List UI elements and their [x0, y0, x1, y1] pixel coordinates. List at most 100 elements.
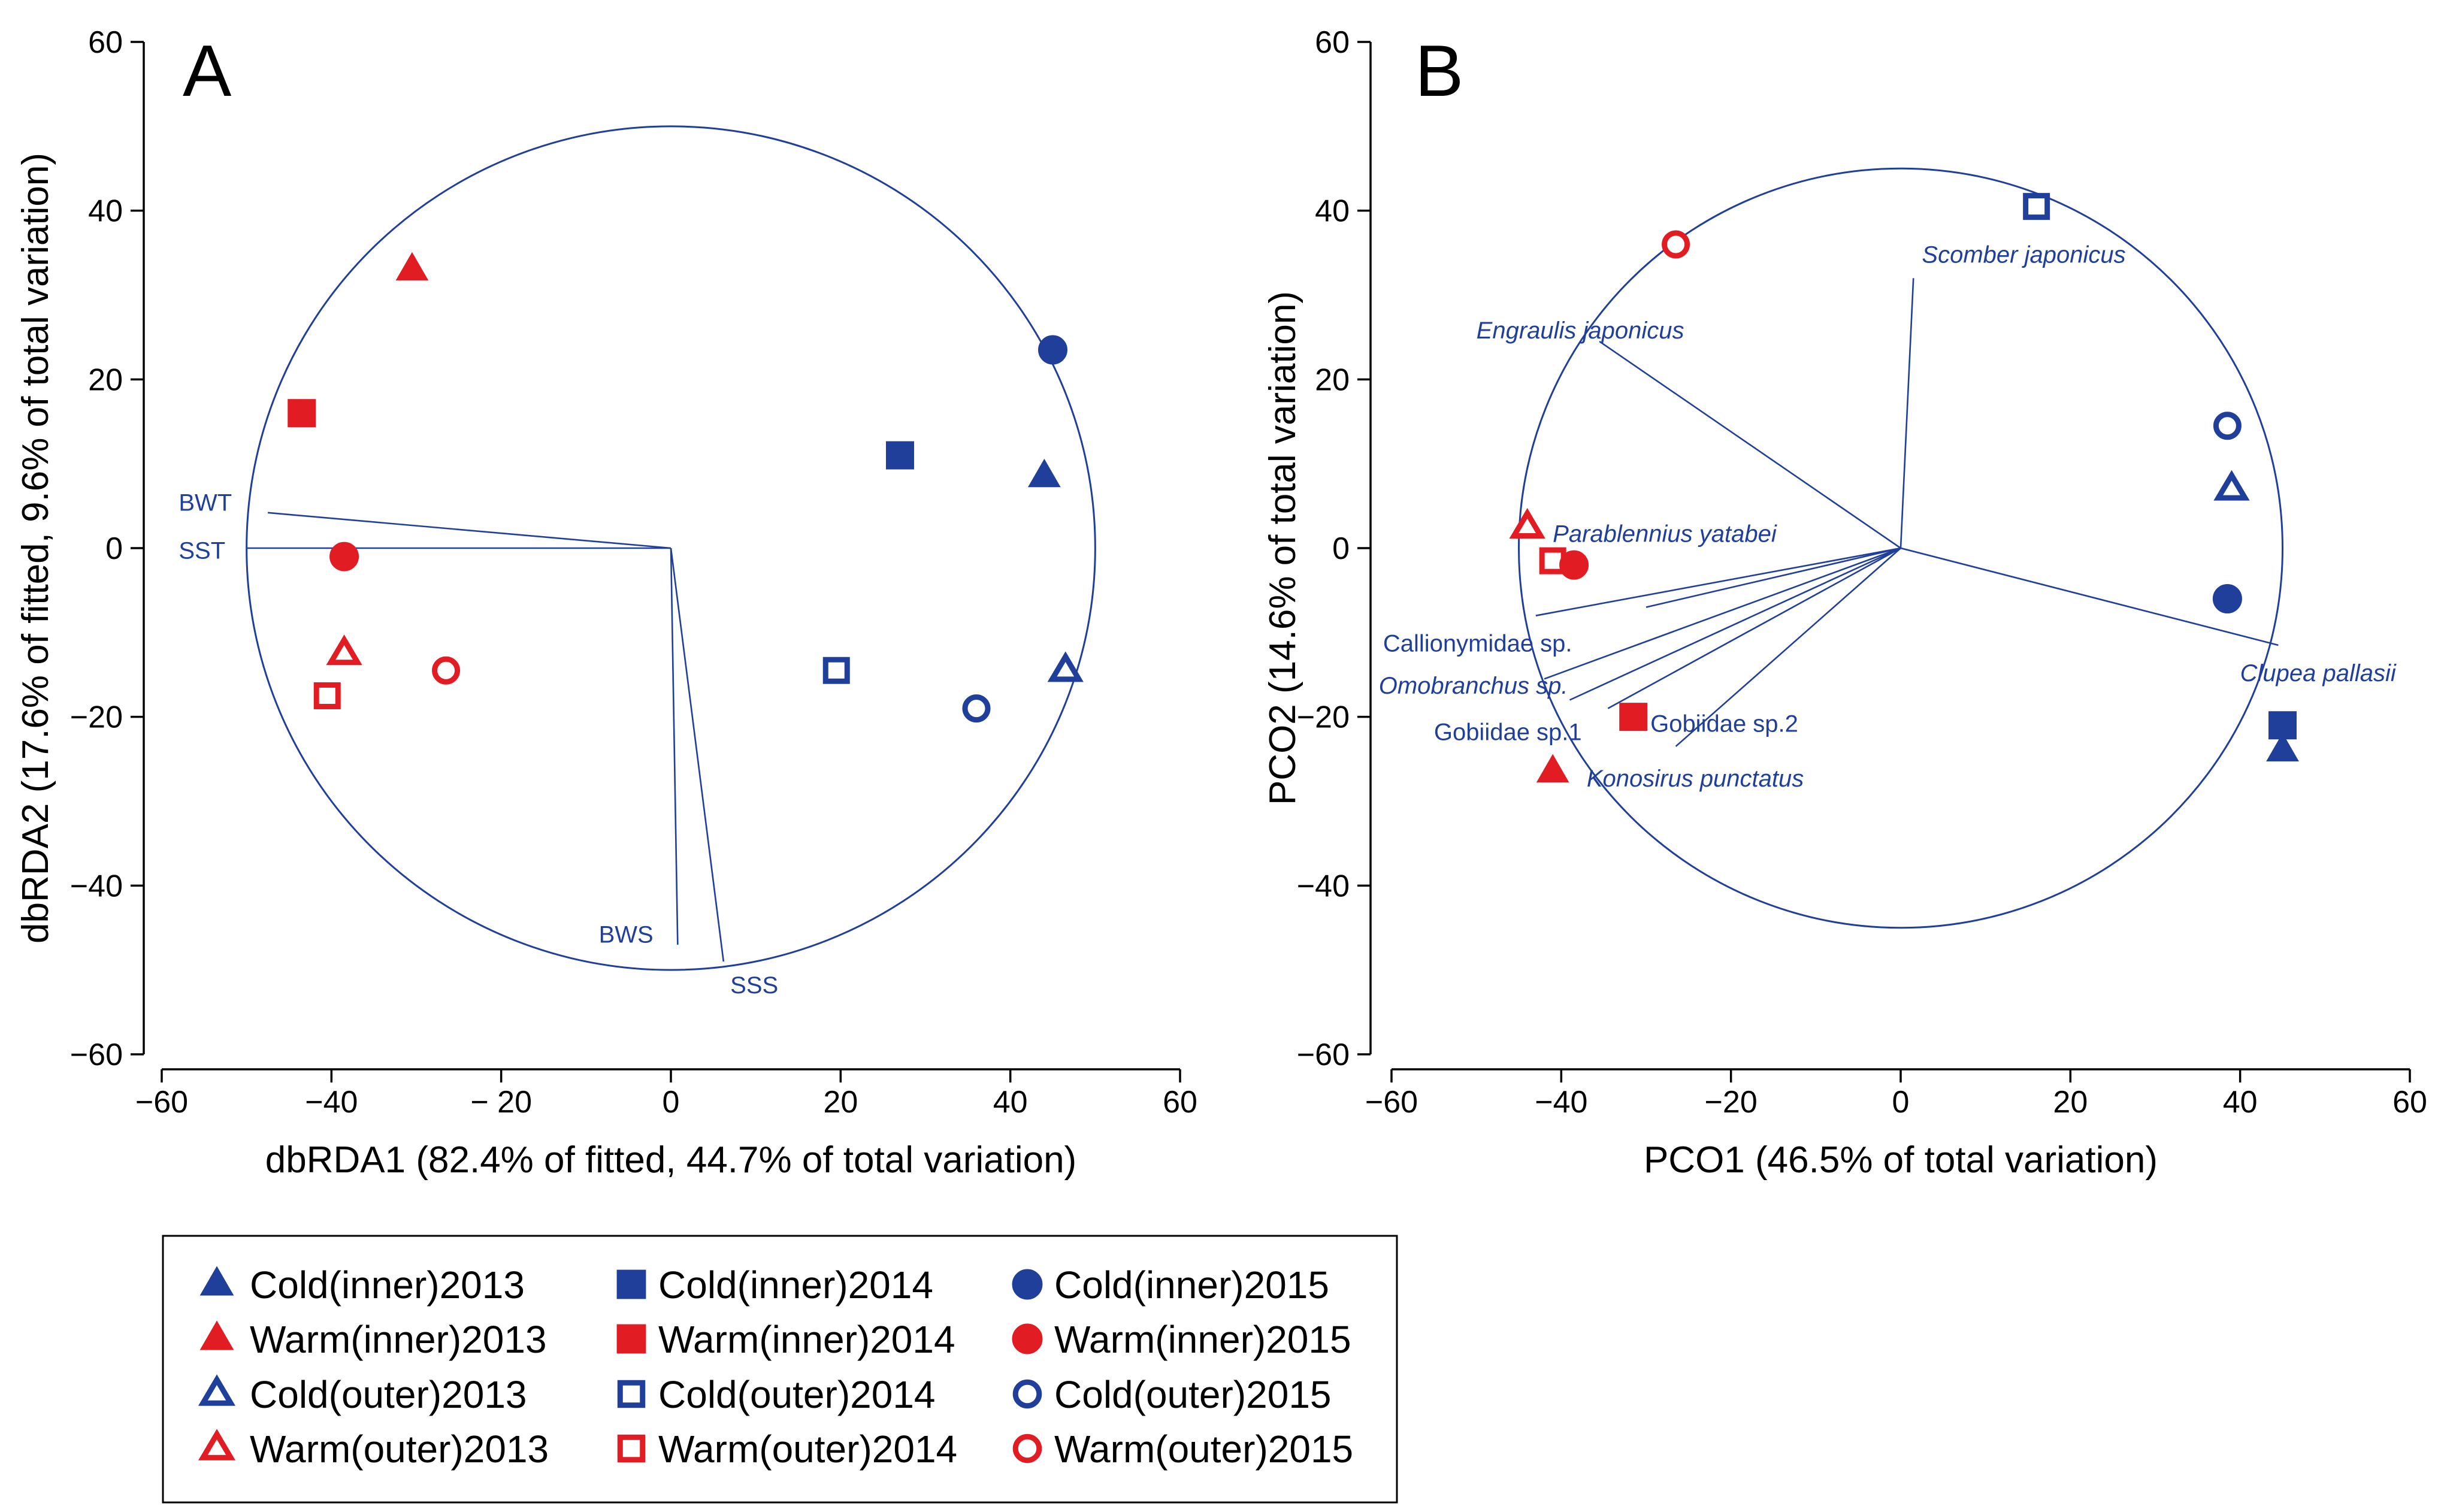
panel-a-y-tick-label: 40	[88, 194, 123, 229]
panel-a-vector-bwt	[267, 512, 671, 549]
panel-a-point-cold-inner-2013	[1027, 458, 1061, 488]
panel-b-vector-parablennius-yatabei	[1646, 547, 1901, 608]
panel-a-point-cold-inner-2015	[1038, 335, 1067, 365]
panel-a-vector-label-sss: SSS	[730, 972, 778, 999]
panel-b-point-cold-inner-2015	[2212, 584, 2242, 613]
panel-a-point-cold-outer-2015	[962, 694, 991, 723]
panel-a-y-tick-label: 60	[88, 25, 123, 60]
panel-b-point-warm-outer-2015	[1662, 230, 1690, 259]
panel-b-vector-callionymidae-sp	[1535, 547, 1901, 616]
legend-label-warm-outer-2015: Warm(outer)2015	[1054, 1428, 1353, 1471]
panel-b-point-warm-inner-2015	[1559, 550, 1589, 580]
panel-b-vector-scomber-japonicus	[1899, 278, 1914, 549]
panel-b-vector-label-omobranchus-sp: Omobranchus sp.	[1379, 673, 1568, 699]
legend-marker-cold-outer-2013	[198, 1374, 236, 1406]
panel-b-vector-label-parablennius-yatabei: Parablennius yatabei	[1553, 521, 1777, 547]
panel-a-point-warm-outer-2014	[313, 682, 341, 709]
panel-b-vector-konosirus-punctatus	[1675, 548, 1901, 747]
panel-a-y-axis-title: dbRDA2 (17.6% of fitted, 9.6% of total v…	[15, 153, 56, 944]
legend-marker-warm-outer-2013	[198, 1429, 236, 1460]
panel-b-point-warm-inner-2013	[1536, 754, 1569, 783]
panel-a-x-tick-label: −60	[135, 1085, 188, 1120]
panel-a-x-tick-label: 60	[1163, 1085, 1197, 1120]
panel-b-y-tick-label: −20	[1297, 700, 1350, 735]
panel-b-correlation-circle	[1518, 167, 2283, 929]
legend-marker-cold-inner-2013	[199, 1266, 234, 1296]
panel-b-vector-label-engraulis-japonicus: Engraulis japonicus	[1477, 317, 1684, 344]
panel-b-y-tick-label: −40	[1297, 869, 1350, 903]
panel-a-vector-label-bwt: BWT	[179, 489, 232, 516]
panel-a-letter: A	[183, 30, 232, 111]
panel-b-vector-label-gobiidae-sp-2: Gobiidae sp.2	[1650, 710, 1798, 737]
panel-b-point-cold-outer-2015	[2213, 412, 2242, 440]
legend-label-warm-inner-2013: Warm(inner)2013	[250, 1318, 547, 1361]
panel-b-vector-omobranchus-sp	[1544, 547, 1901, 680]
panel-b-letter: B	[1415, 30, 1463, 111]
panel-a-point-warm-outer-2015	[432, 656, 461, 685]
panel-b-point-warm-outer-2013	[1509, 507, 1545, 539]
panel-a-point-warm-outer-2013	[326, 634, 362, 666]
panel-a-y-tick-label: −20	[70, 700, 123, 735]
panel-b-pco-plot: B −60 −40 −20 0 20 40 60 −60 −40 −20 0 20 40 60 PCO1 (4…	[1262, 25, 2427, 1181]
panel-b-y-tick-label: 40	[1315, 194, 1350, 229]
panel-a-x-tick-label: − 20	[470, 1085, 532, 1120]
panel-a-vector-bws	[670, 548, 679, 945]
panel-b-vector-label-clupea-pallasii: Clupea pallasii	[2240, 660, 2397, 687]
panel-b-point-cold-outer-2013	[2213, 470, 2250, 501]
panel-b-y-tick-label: 20	[1315, 362, 1350, 397]
panel-a-x-tick-label: −40	[305, 1085, 358, 1120]
panel-a-y-tick-label: −60	[70, 1038, 123, 1072]
panel-b-y-tick-label: −60	[1297, 1038, 1350, 1072]
panel-a-x-tick-label: 0	[663, 1085, 680, 1120]
panel-b-x-axis-title: PCO1 (46.5% of total variation)	[1644, 1139, 2158, 1181]
legend-marker-cold-outer-2014	[617, 1380, 646, 1408]
panel-b-x-tick-label: 20	[2053, 1085, 2088, 1120]
panel-a-point-warm-inner-2014	[288, 399, 316, 428]
legend-label-cold-inner-2013: Cold(inner)2013	[250, 1263, 525, 1307]
panel-a-y-tick-label: −40	[70, 869, 123, 903]
legend-marker-warm-inner-2014	[616, 1324, 646, 1354]
legend-marker-warm-outer-2014	[617, 1434, 646, 1463]
legend-label-cold-outer-2013: Cold(outer)2013	[250, 1373, 527, 1416]
panel-b-vector-label-scomber-japonicus: Scomber japonicus	[1922, 241, 2125, 268]
legend-marker-cold-inner-2015	[1012, 1269, 1043, 1300]
panel-b-x-tick-label: −20	[1705, 1085, 1758, 1120]
panel-b-y-tick-label: 60	[1315, 25, 1350, 60]
legend-marker-warm-outer-2015	[1012, 1434, 1042, 1463]
legend-label-cold-outer-2015: Cold(outer)2015	[1054, 1373, 1332, 1416]
legend: Cold(inner)2013 Warm(inner)2013 Cold(outer…	[162, 1235, 1398, 1504]
panel-a-point-cold-outer-2013	[1047, 651, 1084, 682]
legend-label-warm-inner-2015: Warm(inner)2015	[1054, 1318, 1351, 1361]
panel-b-point-cold-inner-2013	[2266, 733, 2299, 761]
panel-b-x-tick-label: 60	[2392, 1085, 2427, 1120]
legend-box	[162, 1235, 1398, 1504]
legend-marker-cold-outer-2015	[1012, 1379, 1042, 1409]
panel-b-vector-clupea-pallasii	[1900, 547, 2279, 646]
legend-marker-warm-inner-2013	[199, 1320, 234, 1350]
panel-b-vector-label-callionymidae-sp: Callionymidae sp.	[1383, 631, 1572, 657]
legend-label-cold-outer-2014: Cold(outer)2014	[658, 1373, 936, 1416]
panel-b-vector-gobiidae-sp-2	[1607, 547, 1901, 709]
panel-a-vector-label-sst: SST	[179, 538, 225, 564]
panel-a-point-warm-inner-2013	[395, 252, 429, 281]
legend-label-cold-inner-2015: Cold(inner)2015	[1054, 1263, 1329, 1307]
panel-a-vector-sss	[670, 548, 725, 962]
panel-b-vector-label-gobiidae-sp-1: Gobiidae sp.1	[1434, 719, 1582, 745]
panel-b-x-tick-label: 0	[1892, 1085, 1910, 1120]
panel-b-vector-gobiidae-sp-1	[1569, 547, 1901, 701]
panel-a-vector-label-bws: BWS	[599, 921, 654, 948]
panel-a-dbrda-plot: A −60 −40 − 20 0 20 40 60 −60 −40 −20 0 20 40 60 dbRDA1…	[15, 25, 1197, 1181]
legend-label-cold-inner-2014: Cold(inner)2014	[658, 1263, 933, 1307]
panel-b-point-warm-inner-2014	[1619, 703, 1648, 731]
legend-marker-cold-inner-2014	[616, 1269, 646, 1299]
legend-label-warm-outer-2013: Warm(outer)2013	[250, 1428, 549, 1471]
panel-b-point-cold-outer-2014	[2023, 193, 2050, 220]
legend-label-warm-inner-2014: Warm(inner)2014	[658, 1318, 955, 1361]
panel-b-y-tick-label: 0	[1332, 531, 1350, 566]
panel-b-x-tick-label: −40	[1535, 1085, 1587, 1120]
panel-a-x-axis-title: dbRDA1 (82.4% of fitted, 44.7% of total …	[265, 1139, 1076, 1181]
panel-b-point-cold-inner-2014	[2268, 711, 2297, 740]
panel-b-vector-label-konosirus-punctatus: Konosirus punctatus	[1587, 766, 1804, 792]
panel-a-y-tick-label: 20	[88, 362, 123, 397]
